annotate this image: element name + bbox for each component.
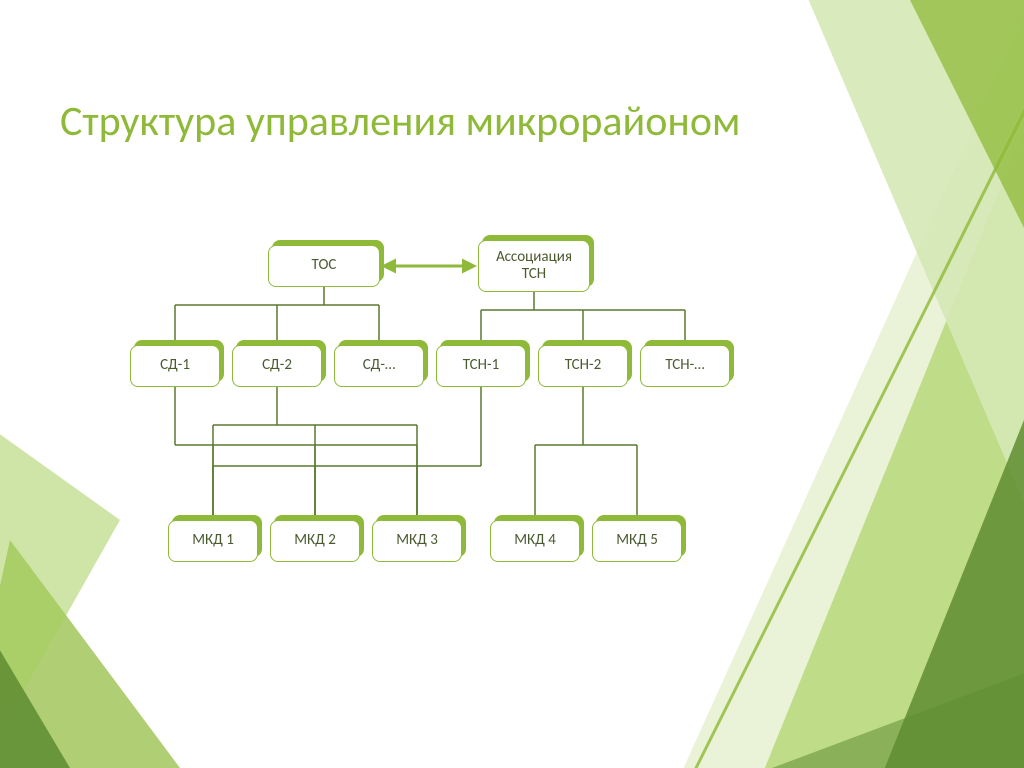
node-label: МКД 1 xyxy=(168,520,258,562)
node-label: МКД 3 xyxy=(372,520,462,562)
node-mkd3: МКД 3 xyxy=(372,520,462,562)
node-sd3: СД-… xyxy=(334,345,424,387)
node-mkd2: МКД 2 xyxy=(270,520,360,562)
node-label: МКД 4 xyxy=(490,520,580,562)
node-label: СД-1 xyxy=(130,345,220,387)
node-sd2: СД-2 xyxy=(232,345,322,387)
node-mkd4: МКД 4 xyxy=(490,520,580,562)
node-label: СД-2 xyxy=(232,345,322,387)
node-label: ТСН-1 xyxy=(436,345,526,387)
node-label: Ассоциация ТСН xyxy=(478,240,590,292)
node-label: СД-… xyxy=(334,345,424,387)
node-label: ТСН-… xyxy=(640,345,730,387)
node-sd1: СД-1 xyxy=(130,345,220,387)
node-mkd5: МКД 5 xyxy=(592,520,682,562)
node-tos: ТОС xyxy=(268,245,380,287)
page-title: Структура управления микрорайоном xyxy=(60,98,740,146)
node-label: МКД 5 xyxy=(592,520,682,562)
node-label: МКД 2 xyxy=(270,520,360,562)
node-tsn3: ТСН-… xyxy=(640,345,730,387)
node-tsn2: ТСН-2 xyxy=(538,345,628,387)
node-mkd1: МКД 1 xyxy=(168,520,258,562)
node-label: ТОС xyxy=(268,245,380,287)
node-assoc: Ассоциация ТСН xyxy=(478,240,590,292)
node-tsn1: ТСН-1 xyxy=(436,345,526,387)
node-label: ТСН-2 xyxy=(538,345,628,387)
